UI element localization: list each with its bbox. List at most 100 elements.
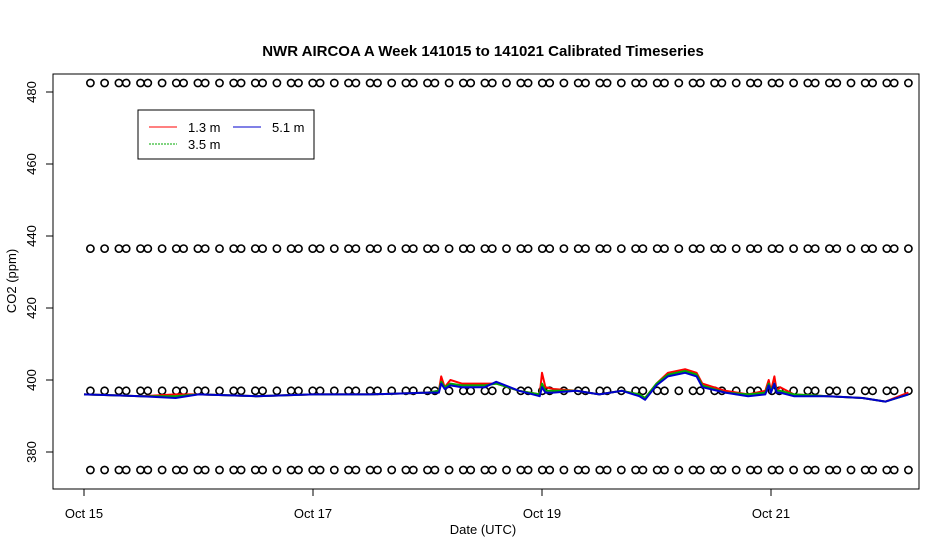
calibration-marker [860,386,870,396]
calibration-marker [803,465,813,475]
calibration-marker [602,386,612,396]
calibration-marker [121,244,131,253]
calibration-marker [286,244,296,253]
calibration-marker [480,78,490,88]
calibration-marker [868,78,877,88]
calibration-marker [573,244,583,253]
series-line-1-3-m [83,368,909,403]
calibration-marker [674,78,684,88]
calibration-marker [674,244,684,253]
calibration-marker [810,386,820,396]
calibration-marker [286,465,296,475]
calibration-marker [502,465,511,475]
calibration-marker [904,244,913,253]
calibration-marker [458,465,468,475]
calibration-marker [537,78,547,88]
calibration-marker [458,244,468,253]
calibration-marker [466,244,476,253]
calibration-marker [660,244,669,253]
calibration-marker [286,78,296,88]
calibration-marker [200,465,210,475]
calibration-marker [179,465,188,475]
calibration-marker [616,78,626,88]
calibration-marker [882,465,892,475]
calibration-marker [423,465,432,475]
calibration-marker [250,465,260,475]
calibration-marker [660,386,669,396]
calibration-marker [344,78,353,88]
calibration-marker [523,465,533,475]
calibration-marker [215,465,224,475]
calibration-marker [889,244,899,253]
calibration-marker [408,465,418,475]
calibration-marker [767,465,777,475]
calibration-marker [466,78,476,88]
calibration-marker [100,78,109,88]
calibration-marker [315,465,325,475]
calibration-marker [229,78,239,88]
calibration-marker [832,244,842,253]
calibration-marker [136,465,145,475]
calibration-marker [688,244,698,253]
calibration-marker [193,465,203,475]
calibration-marker [236,244,246,253]
calibration-marker [401,244,411,253]
calibration-marker [523,78,533,88]
calibration-marker [746,78,755,88]
calibration-marker [114,465,124,475]
calibration-marker [401,465,411,475]
calibration-marker [803,78,813,88]
calibration-marker [143,78,153,88]
calibration-marker [573,78,583,88]
calibration-marker [401,78,411,88]
calibration-marker [329,386,339,396]
calibration-marker [157,244,167,253]
calibration-marker [250,386,260,396]
calibration-marker [803,244,813,253]
calibration-marker [423,244,432,253]
calibration-marker [753,244,763,253]
calibration-marker [731,244,741,253]
calibration-marker [423,78,432,88]
x-tick-label: Oct 19 [523,506,561,521]
calibration-marker [753,465,763,475]
calibration-marker [86,78,95,88]
calibration-marker [523,244,533,253]
calibration-marker [329,244,339,253]
calibration-marker [717,465,727,475]
calibration-marker [487,386,497,396]
x-axis-label: Date (UTC) [450,522,516,537]
calibration-marker [674,465,684,475]
calibration-marker [373,465,382,475]
calibration-marker [774,244,784,253]
calibration-marker [215,244,224,253]
calibration-marker [86,465,95,475]
calibration-marker [387,78,397,88]
calibration-marker [365,244,375,253]
calibration-marker [121,386,131,396]
calibration-marker [193,78,203,88]
calibration-marker [832,78,842,88]
calibration-marker [595,465,605,475]
calibration-marker [825,78,834,88]
calibration-marker [731,465,741,475]
calibration-marker [746,465,755,475]
calibration-marker [236,386,246,396]
calibration-marker [344,244,353,253]
calibration-marker [430,465,440,475]
calibration-marker [121,465,131,475]
x-tick-label: Oct 15 [65,506,103,521]
calibration-marker [638,465,648,475]
calibration-marker [695,386,705,396]
calibration-marker [171,386,181,396]
chart-title: NWR AIRCOA A Week 141015 to 141021 Calib… [262,43,704,60]
calibration-marker [200,78,210,88]
calibration-marker [373,244,382,253]
calibration-marker [710,78,719,88]
calibration-markers [86,78,913,475]
calibration-marker [272,244,282,253]
calibration-marker [710,244,719,253]
calibration-marker [774,78,784,88]
calibration-marker [86,244,95,253]
calibration-marker [351,78,361,88]
